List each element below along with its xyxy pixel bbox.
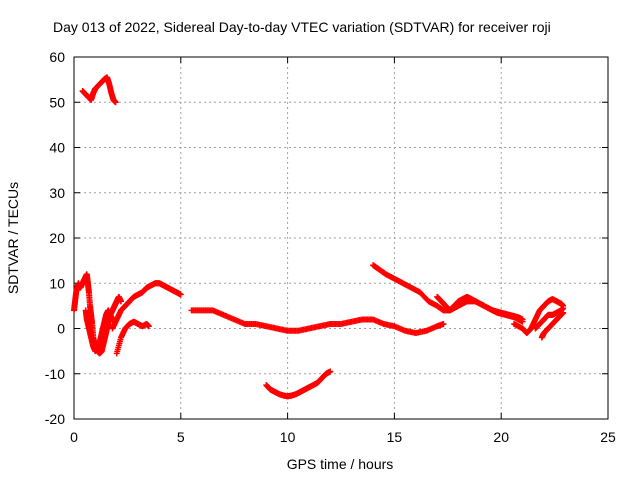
x-tick-label: 25 — [600, 429, 616, 445]
data-point — [519, 318, 526, 325]
x-tick-label: 5 — [177, 429, 185, 445]
data-point — [145, 323, 152, 330]
data-point — [560, 309, 567, 316]
series-arc-early-high — [79, 74, 119, 106]
series-arc-21.8-23-lower — [538, 309, 567, 341]
x-tick-label: 20 — [493, 429, 509, 445]
y-tick-label: 0 — [57, 321, 65, 337]
series-arc-rise-1.8-5 — [109, 280, 184, 332]
data-point — [440, 320, 447, 327]
series-arc-20.5-23 — [511, 296, 567, 337]
y-tick-label: 60 — [49, 49, 65, 65]
series-arc-12-17.5 — [327, 316, 447, 337]
data-point — [112, 99, 119, 106]
series-arc-5.5-12 — [188, 307, 334, 334]
data-point — [560, 302, 567, 309]
x-tick-label: 10 — [280, 429, 296, 445]
y-tick-label: 20 — [49, 230, 65, 246]
data-point — [117, 298, 124, 305]
y-tick-label: 30 — [49, 185, 65, 201]
data-point — [177, 291, 184, 298]
series-arc-2-3.5 — [113, 318, 152, 357]
y-axis-ticks: -20 -10 0 10 20 30 40 50 60 — [45, 49, 608, 427]
x-tick-label: 15 — [387, 429, 403, 445]
grid — [74, 57, 608, 419]
y-tick-label: 10 — [49, 275, 65, 291]
series-arc-dip-0.5-2 — [82, 307, 116, 355]
y-tick-label: 50 — [49, 94, 65, 110]
x-tick-label: 0 — [70, 429, 78, 445]
data-points — [71, 74, 567, 400]
x-axis-label: GPS time / hours — [287, 456, 394, 472]
y-tick-label: -10 — [45, 366, 65, 382]
series-arc-17-21 — [434, 293, 526, 325]
data-point — [327, 368, 334, 375]
series-arc-9-12-low — [263, 368, 334, 400]
y-tick-label: 40 — [49, 140, 65, 156]
y-tick-label: -20 — [45, 411, 65, 427]
y-axis-label: SDTVAR / TECUs — [5, 182, 21, 294]
chart-title: Day 013 of 2022, Sidereal Day-to-day VTE… — [53, 19, 551, 35]
x-axis-ticks: 0 5 10 15 20 25 — [70, 57, 616, 445]
